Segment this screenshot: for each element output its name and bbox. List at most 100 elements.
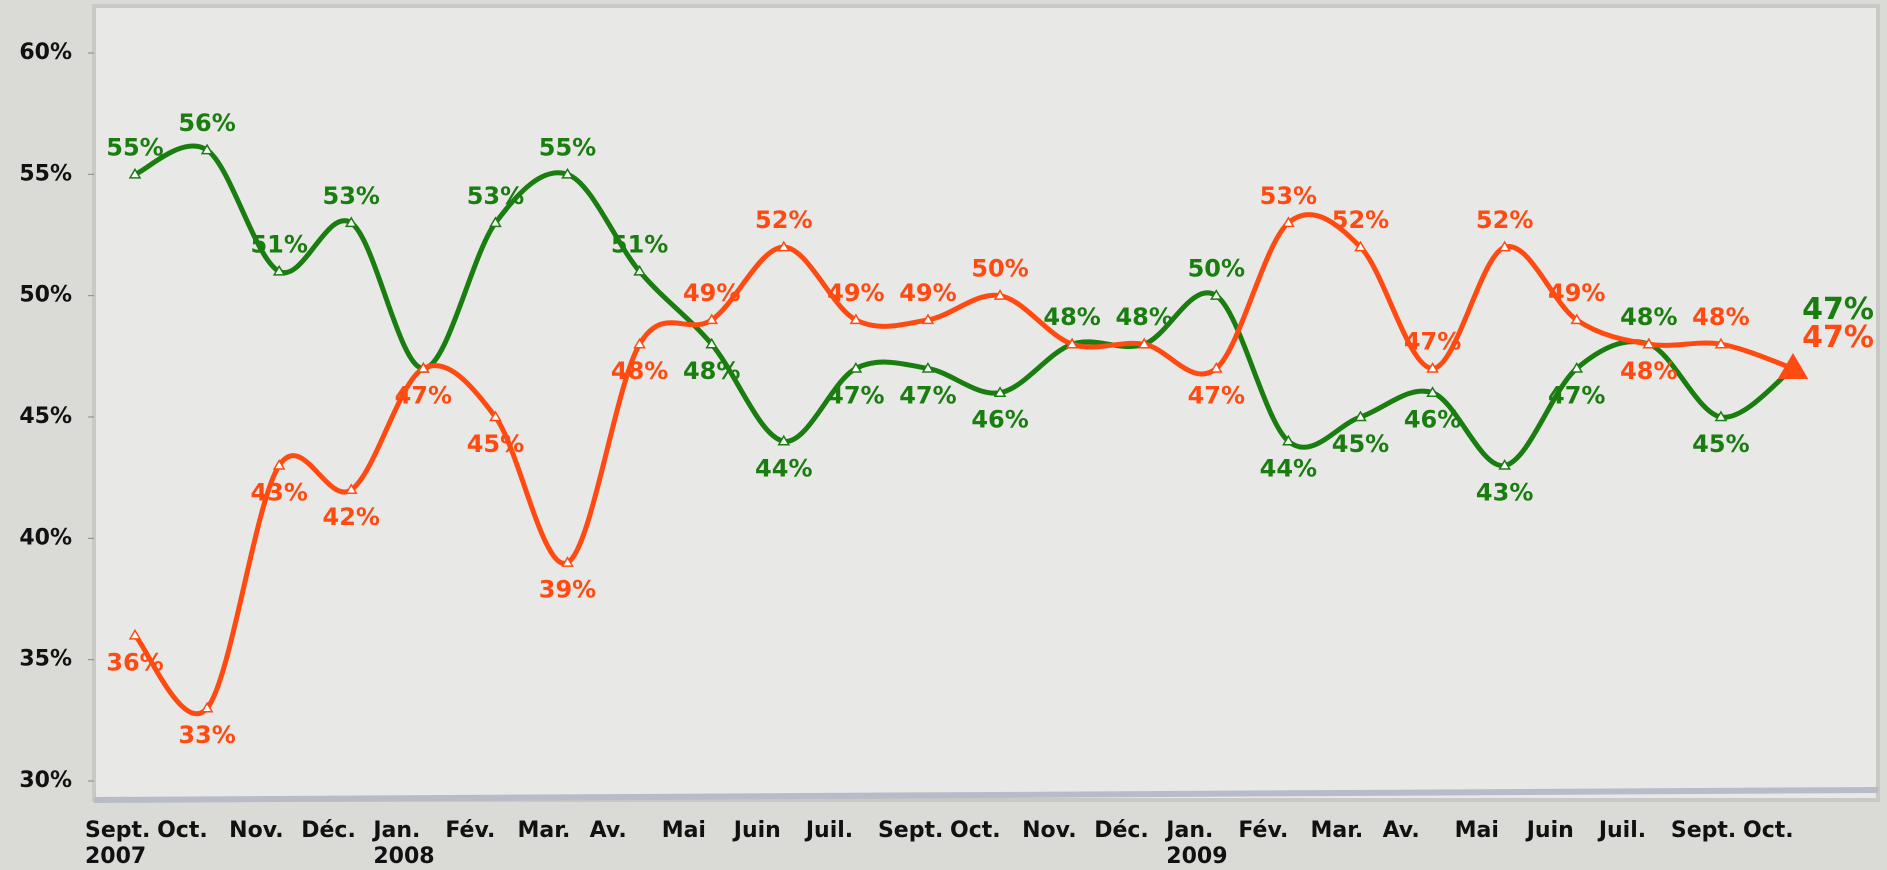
point-marker [993, 289, 1007, 300]
x-tick-label: Sept. [1670, 818, 1737, 843]
point-marker [849, 361, 863, 373]
data-label: 52% [1476, 206, 1533, 234]
data-label: 46% [971, 406, 1028, 434]
x-tick-label: Sept. 2007 [85, 818, 151, 869]
data-label: 53% [323, 182, 380, 210]
point-marker [1498, 459, 1511, 470]
data-label: 33% [178, 721, 235, 749]
point-marker [1642, 337, 1656, 349]
point-marker [1282, 434, 1295, 446]
x-tick-label: Sept. [877, 818, 944, 843]
x-tick-label: Fév. [1238, 818, 1289, 843]
y-tick-label: 55% [19, 161, 72, 186]
point-marker [272, 264, 286, 276]
y-tick-label: 30% [19, 768, 72, 793]
data-label: 39% [539, 576, 596, 604]
point-marker [128, 628, 142, 640]
data-label: 42% [323, 503, 380, 531]
data-label: 55% [106, 133, 163, 161]
data-label: 44% [1260, 454, 1317, 482]
x-tick-label: Mai [661, 818, 706, 843]
data-label: 51% [250, 230, 307, 258]
point-marker [993, 386, 1007, 397]
point-marker [1137, 337, 1151, 349]
data-label: 53% [1260, 182, 1317, 210]
data-label: 49% [1548, 279, 1605, 307]
y-tick-label: 45% [19, 404, 72, 429]
x-tick-label: Mar. [517, 818, 571, 843]
point-marker [344, 216, 358, 228]
data-label: 56% [178, 109, 235, 137]
point-marker [705, 337, 719, 349]
point-marker [489, 410, 502, 422]
point-marker [1426, 386, 1439, 397]
data-label: 48% [1043, 303, 1100, 331]
point-marker [561, 167, 574, 179]
data-label: 47% [1802, 292, 1874, 327]
point-marker [921, 361, 935, 373]
point-marker [1777, 352, 1809, 380]
point-marker [1426, 361, 1439, 373]
y-tick-label: 35% [19, 647, 72, 672]
data-label: 45% [1692, 430, 1749, 458]
data-label: 44% [755, 454, 812, 482]
point-marker [1570, 361, 1584, 373]
point-marker [417, 361, 430, 373]
x-tick-label: Mar. [1310, 818, 1364, 843]
point-marker [633, 337, 646, 349]
x-tick-label: Jan. 2008 [373, 818, 435, 869]
point-marker [777, 240, 791, 252]
point-marker [849, 313, 863, 325]
data-label: 47% [827, 381, 884, 409]
point-marker [1209, 289, 1223, 300]
data-label: 43% [250, 479, 307, 507]
data-label: 50% [1188, 255, 1245, 283]
x-tick-label: Av. [589, 818, 627, 843]
point-marker [777, 434, 791, 446]
x-tick-label: Déc. [301, 818, 356, 843]
point-marker [561, 556, 574, 567]
x-tick-label: Jan. 2009 [1166, 818, 1228, 869]
data-label: 48% [683, 357, 740, 385]
data-label: 47% [899, 381, 956, 409]
data-label: 45% [1332, 430, 1389, 458]
point-marker [1065, 337, 1079, 349]
data-label: 49% [827, 279, 884, 307]
data-label: 50% [971, 255, 1028, 283]
point-marker [489, 216, 502, 228]
point-marker [1570, 313, 1584, 325]
x-tick-label: Mai [1454, 818, 1499, 843]
data-label: 45% [467, 430, 524, 458]
data-label: 48% [1692, 303, 1749, 331]
data-label: 36% [106, 648, 163, 676]
y-tick-label: 50% [19, 283, 72, 308]
point-marker [1354, 410, 1367, 422]
point-marker [200, 701, 214, 713]
data-label: 48% [1620, 303, 1677, 331]
data-label: 47% [395, 381, 452, 409]
point-marker [1498, 240, 1511, 252]
x-tick-label: Nov. [1022, 818, 1077, 843]
x-tick-label: Oct. [950, 818, 1001, 843]
x-tick-label: Juil. [1598, 818, 1647, 843]
data-label: 51% [611, 230, 668, 258]
data-label: 55% [539, 133, 596, 161]
point-marker [200, 143, 214, 155]
point-marker [1714, 337, 1728, 349]
x-tick-label: Juin [1526, 818, 1574, 843]
y-tick-label: 40% [19, 525, 72, 550]
point-marker [128, 167, 142, 179]
data-label: 46% [1404, 406, 1461, 434]
data-label: 49% [683, 279, 740, 307]
data-label: 48% [1115, 303, 1172, 331]
data-label: 47% [1188, 381, 1245, 409]
x-tick-label: Juil. [805, 818, 854, 843]
data-label: 52% [1332, 206, 1389, 234]
data-label: 53% [467, 182, 524, 210]
point-marker [1714, 410, 1728, 422]
x-tick-label: Déc. [1094, 818, 1149, 843]
data-label: 48% [611, 357, 668, 385]
point-marker [921, 313, 935, 325]
